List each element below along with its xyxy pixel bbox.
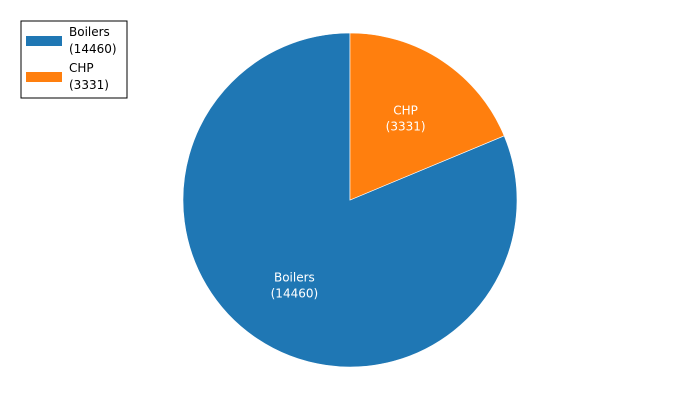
slice-label-name: CHP bbox=[393, 104, 418, 118]
legend-value-boilers: (14460) bbox=[69, 42, 117, 56]
legend-frame bbox=[20, 20, 128, 99]
legend: Boilers (14460) CHP (3331) bbox=[20, 20, 128, 99]
pie-slice-label-boilers: Boilers (14460) bbox=[271, 270, 319, 300]
legend-value-chp: (3331) bbox=[69, 78, 109, 92]
pie-slice-labels: Boilers (14460) CHP (3331) bbox=[271, 104, 426, 301]
legend-label-boilers: Boilers bbox=[69, 25, 110, 39]
pie-slice-label-chp: CHP (3331) bbox=[386, 104, 426, 134]
slice-label-value: (14460) bbox=[271, 286, 319, 300]
legend-swatch-boilers bbox=[26, 36, 62, 46]
slice-label-name: Boilers bbox=[274, 270, 315, 284]
pie-slices bbox=[182, 32, 518, 368]
legend-label-chp: CHP bbox=[69, 61, 94, 75]
slice-label-value: (3331) bbox=[386, 120, 426, 134]
legend-swatch-chp bbox=[26, 72, 62, 82]
pie-slice-chp bbox=[349, 32, 505, 201]
